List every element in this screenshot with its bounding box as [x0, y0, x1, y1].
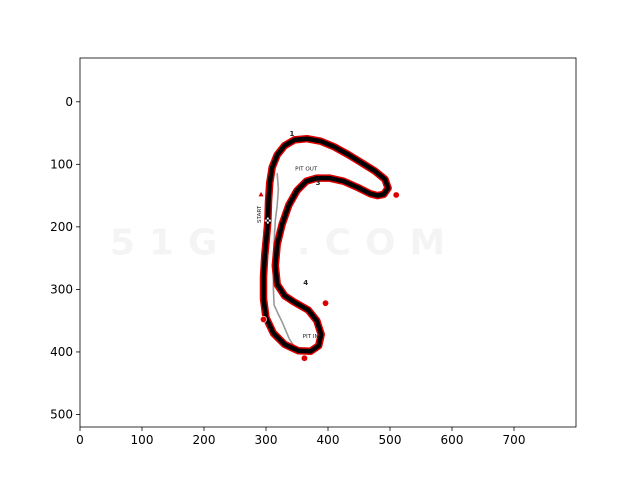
flag-square	[268, 221, 271, 224]
flag-square	[266, 221, 269, 224]
axes-frame	[79, 57, 577, 428]
track-label-pit-out: PIT OUT	[295, 167, 318, 173]
x-tick-label: 0	[76, 433, 84, 447]
x-tick-label: 600	[441, 433, 464, 447]
flag-square	[268, 217, 271, 220]
pit-lane-line	[272, 172, 295, 347]
corner-marker-1	[392, 191, 400, 199]
x-tick-label: 400	[317, 433, 340, 447]
track-label-pit-in: PIT IN	[303, 334, 319, 340]
corner-marker-2	[322, 299, 330, 307]
y-tick-label: 200	[50, 220, 73, 234]
track-label-1: 1	[290, 130, 295, 138]
flag-square	[268, 219, 271, 222]
x-tick-label: 100	[131, 433, 154, 447]
track-label-4: 4	[303, 279, 308, 287]
y-tick-label: 500	[50, 407, 73, 421]
x-tick-label: 700	[503, 433, 526, 447]
x-tick-label: 200	[193, 433, 216, 447]
corner-marker-4	[300, 354, 308, 362]
track-label-3: 3	[316, 179, 321, 187]
y-tick-label: 0	[65, 95, 73, 109]
start-direction-arrow	[258, 191, 264, 197]
y-tick-label: 100	[50, 157, 73, 171]
y-tick-label: 400	[50, 345, 73, 359]
flag-square	[264, 217, 267, 220]
y-tick-label: 300	[50, 282, 73, 296]
x-tick-label: 500	[379, 433, 402, 447]
flag-square	[266, 219, 269, 222]
track-label-start: START	[257, 205, 263, 223]
flag-square	[264, 221, 267, 224]
track-surface	[261, 136, 391, 354]
x-tick-label: 300	[255, 433, 278, 447]
corner-marker-3	[260, 315, 268, 323]
axis-ticks: 0 100 200 300 400 500 600 700 0 100 200 300 400 500	[50, 95, 525, 447]
start-finish-flag	[264, 217, 271, 224]
flag-square	[264, 219, 267, 222]
flag-square	[266, 217, 269, 220]
